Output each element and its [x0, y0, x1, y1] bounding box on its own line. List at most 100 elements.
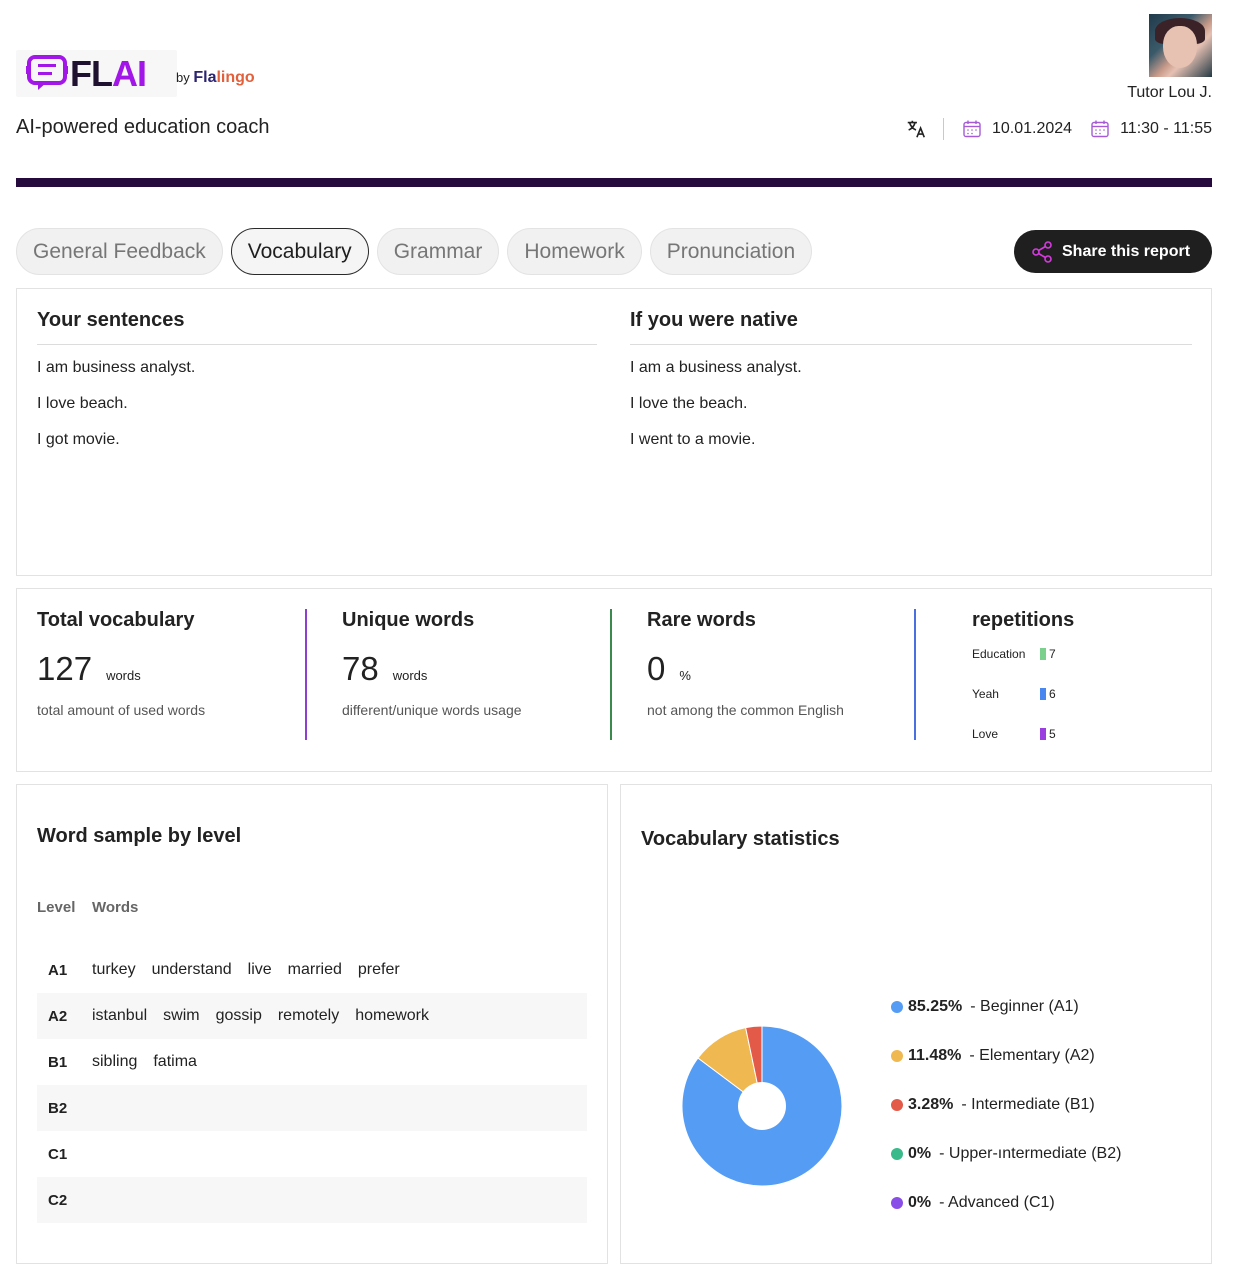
word-cell: turkey [92, 961, 136, 978]
word-cell: remotely [277, 1007, 340, 1024]
your-sentences: Your sentences I am business analyst. I … [37, 309, 597, 453]
stat-title: Unique words [342, 609, 475, 631]
legend-label: - Advanced (C1) [939, 1194, 1055, 1211]
your-sentences-title: Your sentences [37, 309, 597, 345]
avatar-face [1163, 26, 1197, 68]
table-row: C1 [37, 1131, 587, 1177]
repetition-count: 7 [1049, 647, 1056, 661]
stat-unit: words [106, 668, 141, 683]
your-sentence: I love beach. [37, 395, 128, 412]
tab-pronunciation[interactable]: Pronunciation [649, 228, 813, 275]
word-cell: understand [151, 961, 232, 978]
share-report-button[interactable]: Share this report [1014, 230, 1212, 273]
stat-divider [610, 609, 612, 740]
tab-general-feedback[interactable]: General Feedback [16, 228, 223, 275]
level-cell: C1 [48, 1145, 68, 1163]
stat-divider [305, 609, 307, 740]
repetition-bar [1040, 688, 1046, 700]
word-cell: gossip [215, 1007, 262, 1024]
tab-grammar[interactable]: Grammar [376, 228, 500, 275]
share-label: Share this report [1062, 242, 1191, 260]
repetitions-stat: repetitions Education 7 Yeah 6 Love 5 [972, 609, 1075, 742]
unique-words-stat: Unique words 78 words different/unique wo… [342, 609, 522, 740]
level-cell: B1 [48, 1053, 68, 1071]
stat-title: repetitions [972, 609, 1075, 631]
word-cell: homework [355, 1007, 430, 1024]
word-cell: live [247, 961, 272, 978]
table-row: A2 istanbul swim gossip remotely homewor… [37, 993, 587, 1039]
stat-description: total amount of used words [37, 702, 206, 718]
level-cell: A2 [48, 1007, 68, 1025]
legend-item: 0% - Advanced (C1) [891, 1191, 1121, 1215]
legend-item: 3.28% - Intermediate (B1) [891, 1093, 1121, 1117]
level-cell: B2 [48, 1099, 68, 1117]
report-tabs: General Feedback Vocabulary Grammar Home… [16, 228, 813, 275]
native-sentences: If you were native I am a business analy… [630, 309, 1192, 453]
your-sentence: I got movie. [37, 431, 120, 448]
header-divider [16, 178, 1212, 187]
legend-percent: 0% [908, 1145, 932, 1162]
stat-title: Rare words [647, 609, 756, 631]
table-row: B1 sibling fatima [37, 1039, 587, 1085]
session-time: 11:30 - 11:55 [1120, 120, 1212, 137]
repetition-row: Yeah 6 [972, 686, 1074, 702]
word-cell: sibling [92, 1053, 138, 1070]
legend-dot [891, 1148, 903, 1160]
legend-percent: 11.48% [908, 1047, 962, 1064]
legend-item: 85.25% - Beginner (A1) [891, 995, 1121, 1019]
tutor-name: Tutor Lou J. [1127, 84, 1212, 101]
repetition-word: Love [972, 727, 999, 741]
logo-byline: by Flalingo [176, 69, 255, 86]
legend-label: - Upper-ıntermediate (B2) [939, 1145, 1122, 1162]
word-cell: swim [163, 1007, 200, 1024]
level-cell: C2 [48, 1191, 68, 1209]
legend-dot [891, 1050, 903, 1062]
logo-wordmark: FLAI [70, 53, 147, 94]
native-sentence: I am a business analyst. [630, 359, 802, 376]
repetition-bar [1040, 648, 1046, 660]
word-cell: married [287, 961, 342, 978]
legend-dot [891, 1197, 903, 1209]
legend-label: - Intermediate (B1) [961, 1096, 1095, 1113]
vocabulary-statistics-card: Vocabulary statistics 85.25% - Beginner … [620, 784, 1212, 1264]
legend-item: 0% - Upper-ıntermediate (B2) [891, 1142, 1121, 1166]
legend-dot [891, 1099, 903, 1111]
share-icon [1032, 240, 1052, 263]
chart-legend: 85.25% - Beginner (A1) 11.48% - Elementa… [891, 995, 1121, 1240]
repetition-word: Yeah [972, 687, 999, 701]
repetition-row: Love 5 [972, 726, 1074, 742]
legend-label: - Elementary (A2) [969, 1047, 1095, 1064]
stat-title: Total vocabulary [37, 609, 195, 631]
stat-value: 127 [37, 650, 93, 687]
your-sentence: I am business analyst. [37, 359, 196, 376]
session-date: 10.01.2024 [992, 120, 1073, 137]
repetition-count: 5 [1049, 727, 1056, 741]
native-sentences-title: If you were native [630, 309, 1192, 345]
level-cell: A1 [48, 961, 68, 979]
table-row: A1 turkey understand live married prefer [37, 947, 587, 993]
tab-vocabulary[interactable]: Vocabulary [230, 228, 369, 275]
stat-unit: % [679, 668, 691, 683]
word-cell: istanbul [92, 1007, 148, 1024]
donut-hole [738, 1082, 786, 1130]
calendar-time-icon [1091, 120, 1109, 138]
meta-separator [943, 118, 944, 140]
native-sentence: I love the beach. [630, 395, 748, 412]
legend-percent: 0% [908, 1194, 932, 1211]
translate-icon[interactable] [905, 118, 927, 140]
table-row: B2 [37, 1085, 587, 1131]
repetition-bar [1040, 728, 1046, 740]
stat-divider [914, 609, 916, 740]
legend-percent: 85.25% [908, 998, 963, 1015]
stat-description: not among the common English [647, 702, 844, 718]
repetition-row: Education 7 [972, 646, 1074, 662]
legend-dot [891, 1001, 903, 1013]
level-column-header: Level [37, 899, 76, 916]
native-sentence: I went to a movie. [630, 431, 756, 448]
word-sample-card: Word sample by level Level Words A1 turk… [16, 784, 608, 1264]
repetition-count: 6 [1049, 687, 1056, 701]
calendar-icon [963, 120, 981, 138]
tab-homework[interactable]: Homework [507, 228, 642, 275]
session-meta: 10.01.2024 11:30 - 11:55 [905, 118, 1212, 140]
word-sample-title: Word sample by level [37, 825, 242, 847]
